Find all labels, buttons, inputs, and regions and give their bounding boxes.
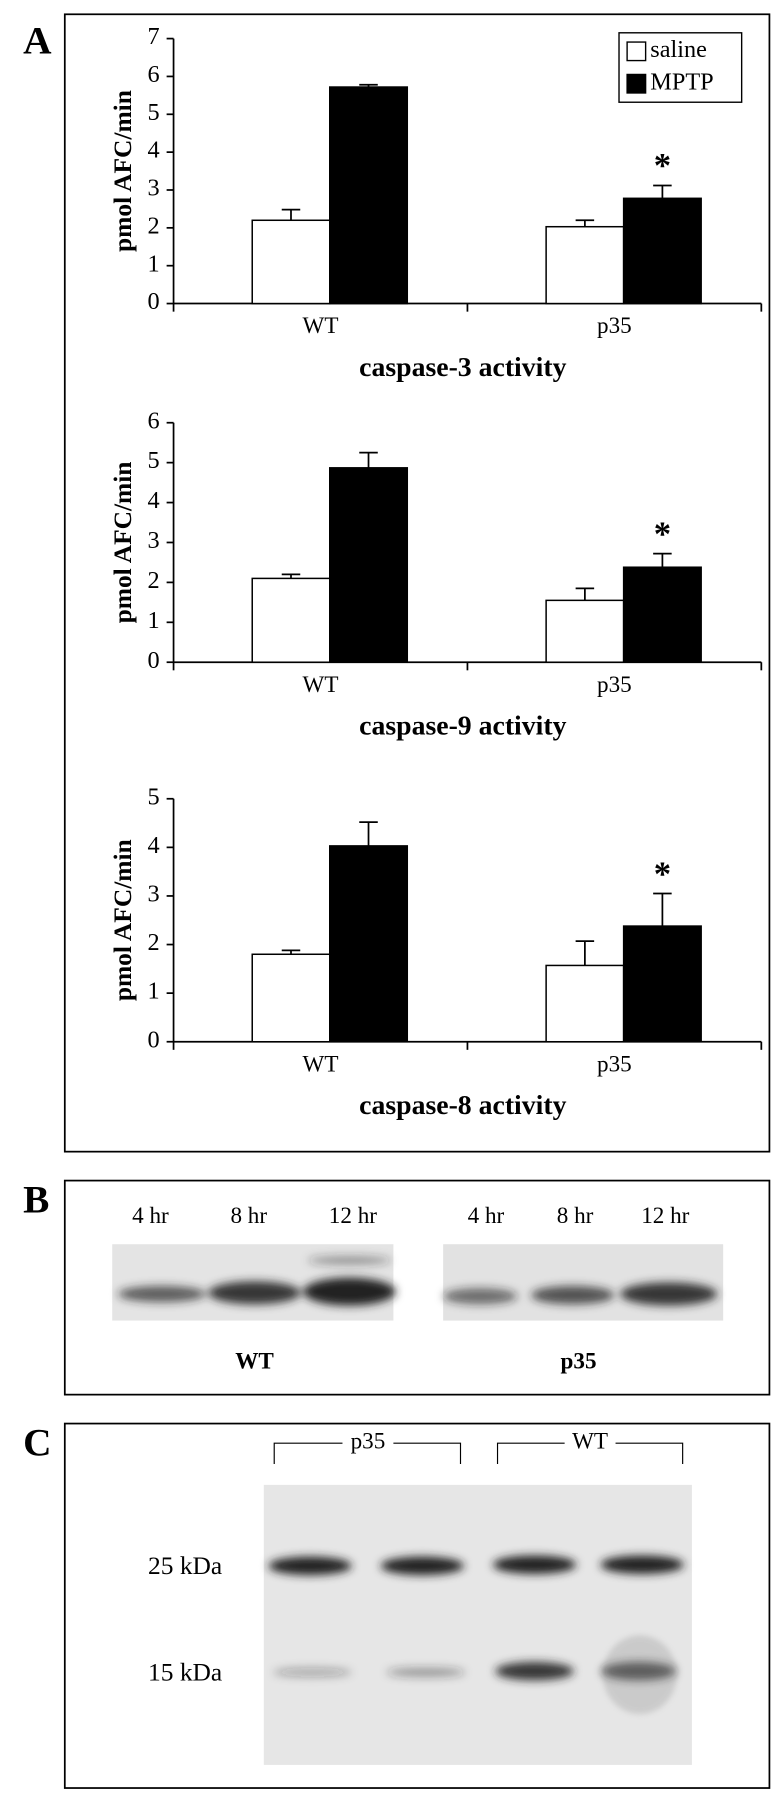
x-tick-label: p35 [597,313,632,339]
group-label: WT [235,1349,274,1375]
y-axis-label: pmol AFC/min [108,90,137,252]
chart-title: caspase-9 activity [359,711,566,742]
x-tick-label: WT [303,672,339,698]
y-tick-label: 2 [148,567,160,594]
panel-label: C [23,1421,51,1465]
error-bar [359,821,378,846]
error-bar [359,451,378,468]
y-tick-label: 5 [148,447,160,474]
group-label: WT [572,1429,608,1455]
bar [545,225,625,305]
y-tick-label: 0 [148,288,160,315]
bar [622,566,702,663]
y-tick-label: 3 [148,527,160,554]
y-tick-label: 4 [148,832,160,859]
bar [251,577,331,663]
chart-title: caspase-3 activity [359,352,566,383]
legend-label: MPTP [650,68,713,95]
x-tick-label: p35 [597,1051,632,1077]
error-bar [575,587,595,601]
legend-label: saline [650,36,707,63]
y-tick-label: 0 [148,1026,160,1053]
y-tick-label: 6 [148,407,160,434]
bar [329,845,409,1043]
bar [622,197,702,305]
error-bar [575,940,595,966]
lane-label: 4 hr [132,1203,169,1229]
panel-label: B [23,1178,49,1222]
error-bar [575,219,595,227]
marker-label: 15 kDa [148,1657,222,1686]
y-tick-label: 6 [148,61,160,88]
y-tick-label: 4 [148,487,160,514]
error-bar [281,573,301,579]
blot-b [112,1244,724,1321]
lane-label: 8 hr [557,1203,594,1229]
y-tick-label: 1 [148,978,160,1005]
bar [545,599,625,663]
panel-a-frame [63,13,771,1153]
y-tick-label: 1 [148,250,160,277]
error-bar [653,184,672,199]
y-tick-label: 3 [148,881,160,908]
bar [251,219,331,305]
lane-label: 12 hr [329,1203,377,1229]
lane-bracket [273,1442,684,1465]
chart-title: caspase-8 activity [359,1090,566,1121]
y-tick-label: 3 [148,175,160,202]
significance-marker: * [654,146,671,185]
panel-c-frame [63,1422,771,1789]
lane-label: 8 hr [230,1203,267,1229]
y-tick-label: 2 [148,929,160,956]
x-tick-label: p35 [597,672,632,698]
error-bar [281,208,301,221]
error-bar [653,552,672,568]
y-axis-label: pmol AFC/min [108,462,137,624]
bar [251,953,331,1043]
y-tick-label: 0 [148,647,160,674]
panel-b-frame [63,1179,771,1396]
bar [545,964,625,1043]
y-tick-label: 5 [148,783,160,810]
legend-swatch [626,73,647,94]
bar [329,467,409,663]
blot-c [263,1484,692,1765]
legend-swatch [626,41,647,62]
y-tick-label: 4 [148,137,160,164]
significance-marker: * [654,514,671,553]
y-tick-label: 7 [148,23,160,50]
bar [622,925,702,1043]
error-bar [653,892,672,927]
y-tick-label: 5 [148,99,160,126]
lane-label: 12 hr [641,1203,689,1229]
y-tick-label: 2 [148,212,160,239]
x-tick-label: WT [303,1051,339,1077]
panel-label: A [23,18,52,62]
marker-label: 25 kDa [148,1551,222,1580]
significance-marker: * [654,854,671,893]
group-label: p35 [351,1429,386,1455]
lane-label: 4 hr [468,1203,505,1229]
y-tick-label: 1 [148,607,160,634]
bar [329,86,409,305]
x-tick-label: WT [303,313,339,339]
error-bar [281,949,301,955]
error-bar [359,83,378,88]
group-label: p35 [561,1349,597,1375]
y-axis-label: pmol AFC/min [108,839,137,1001]
